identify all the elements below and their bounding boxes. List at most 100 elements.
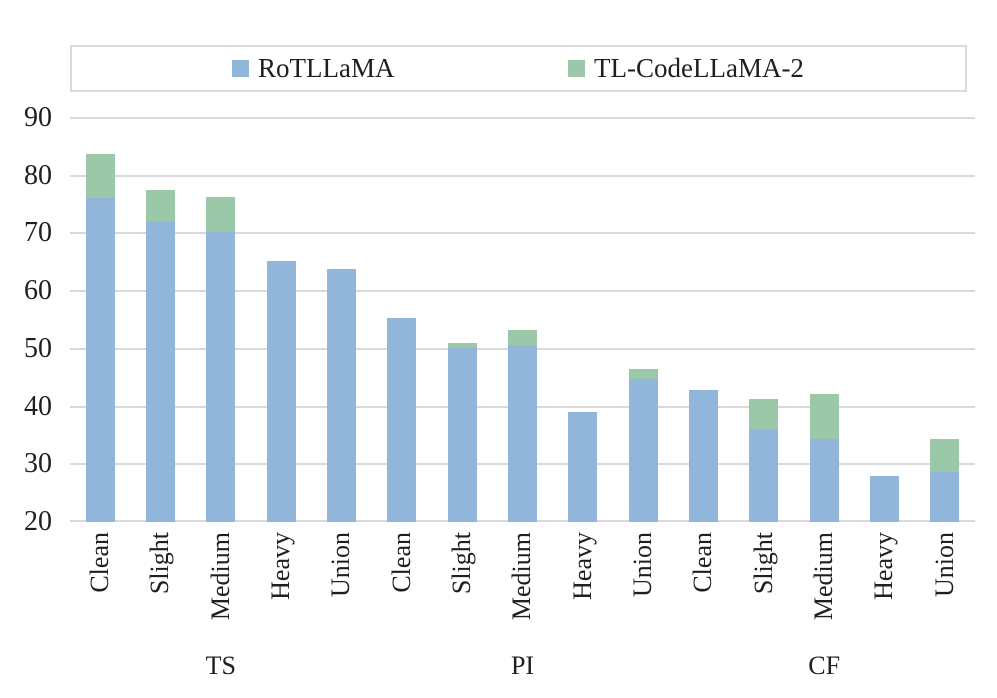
stacked-bar-union-14: [930, 439, 960, 522]
bar-slot: [613, 368, 673, 522]
x-tick-label-medium-2: Medium: [205, 532, 235, 621]
stacked-bar-heavy-3: [266, 260, 296, 522]
y-tick-label-50: 50: [24, 332, 52, 364]
segment-tl-codellama-2: [628, 368, 658, 380]
stacked-bar-slight-11: [749, 399, 779, 522]
segment-rotllama: [206, 231, 236, 522]
segment-rotllama: [930, 472, 960, 522]
bars: [70, 118, 975, 522]
segment-rotllama: [85, 197, 115, 522]
x-label-slot: Union: [613, 532, 673, 644]
legend: RoTLLaMA TL-CodeLLaMA-2: [70, 45, 967, 92]
segment-rotllama: [749, 428, 779, 522]
group-label-ts: TS: [205, 651, 236, 680]
legend-label-rotllama: RoTLLaMA: [258, 53, 395, 83]
x-label-slot: Slight: [130, 532, 190, 644]
segment-tl-codellama-2: [85, 154, 115, 198]
x-axis-group-labels: TS PI CF: [70, 648, 975, 684]
bar-slot: [734, 399, 794, 522]
x-tick-label-union-9: Union: [628, 532, 658, 597]
stacked-bar-heavy-8: [568, 412, 598, 522]
segment-rotllama: [628, 379, 658, 522]
gridline-90: [70, 117, 975, 119]
segment-tl-codellama-2: [447, 343, 477, 349]
segment-tl-codellama-2: [930, 439, 960, 473]
x-tick-label-medium-12: Medium: [809, 532, 839, 621]
x-tick-label-slight-11: Slight: [748, 532, 778, 595]
legend-item-rotllama: RoTLLaMA: [232, 47, 394, 90]
x-tick-label-medium-7: Medium: [507, 532, 537, 621]
stacked-bar-medium-12: [809, 393, 839, 522]
stacked-bar-union-4: [326, 269, 356, 522]
y-axis-tick-labels: 20 30 40 50 60 70 80 90: [0, 103, 52, 537]
x-tick-label-union-14: Union: [929, 532, 959, 597]
y-tick-label-40: 40: [24, 390, 52, 422]
bar-slot: [492, 329, 552, 522]
bar-slot: [311, 269, 371, 522]
x-label-slot: Heavy: [553, 532, 613, 644]
rotllama-swatch-icon: [232, 60, 249, 77]
segment-rotllama: [869, 475, 899, 522]
y-tick-label-20: 20: [24, 506, 52, 537]
bar-slot: [432, 343, 492, 522]
segment-tl-codellama-2: [206, 196, 236, 232]
x-tick-label-union-4: Union: [326, 532, 356, 597]
x-label-slot: Clean: [673, 532, 733, 644]
segment-rotllama: [145, 220, 175, 522]
stacked-bar-slight-1: [145, 189, 175, 522]
bar-slot: [854, 475, 914, 522]
bar-slot: [553, 412, 613, 522]
x-label-slot: Medium: [492, 532, 552, 644]
y-tick-label-70: 70: [24, 217, 52, 249]
stacked-bar-slight-6: [447, 343, 477, 522]
x-tick-label-heavy-3: Heavy: [266, 532, 296, 600]
x-label-slot: Union: [311, 532, 371, 644]
bar-slot: [130, 189, 190, 522]
y-tick-label-30: 30: [24, 448, 52, 480]
bar-slot: [794, 393, 854, 522]
plot-area: [70, 117, 975, 522]
x-label-slot: Clean: [372, 532, 432, 644]
bar-slot: [191, 196, 251, 522]
y-tick-label-80: 80: [24, 159, 52, 191]
segment-tl-codellama-2: [749, 399, 779, 429]
gridline-80: [70, 174, 975, 177]
x-tick-label-slight-1: Slight: [145, 532, 175, 595]
y-tick-label-60: 60: [24, 275, 52, 307]
stacked-bar-union-9: [628, 368, 658, 522]
segment-tl-codellama-2: [809, 393, 839, 440]
x-label-slot: Medium: [191, 532, 251, 644]
x-label-slot: Slight: [432, 532, 492, 644]
segment-rotllama: [326, 269, 356, 522]
stacked-bar-heavy-13: [869, 475, 899, 522]
x-tick-label-clean-10: Clean: [688, 532, 718, 593]
segment-rotllama: [809, 439, 839, 522]
x-tick-label-slight-6: Slight: [447, 532, 477, 595]
segment-tl-codellama-2: [507, 329, 537, 346]
x-tick-label-clean-0: Clean: [85, 532, 115, 593]
x-tick-label-heavy-8: Heavy: [567, 532, 597, 600]
bar-slot: [251, 260, 311, 522]
segment-rotllama: [688, 389, 718, 522]
group-label-cf: CF: [808, 651, 841, 680]
x-label-slot: Heavy: [251, 532, 311, 644]
gridline-70: [70, 232, 975, 235]
x-axis-category-labels: Clean Slight Medium Heavy Union Clean Slight Me…: [70, 532, 975, 644]
x-label-slot: Clean: [70, 532, 130, 644]
segment-tl-codellama-2: [145, 189, 175, 221]
x-label-slot: Union: [915, 532, 975, 644]
segment-rotllama: [568, 412, 598, 522]
tl-codellama-2-swatch-icon: [568, 60, 585, 77]
bar-slot: [673, 389, 733, 522]
bar-slot: [372, 318, 432, 522]
bar-slot: [70, 154, 130, 522]
segment-rotllama: [266, 260, 296, 522]
x-tick-label-heavy-13: Heavy: [869, 532, 899, 600]
gridline-60: [70, 290, 975, 293]
stacked-bar-medium-7: [507, 329, 537, 522]
legend-item-tl-codellama-2: TL-CodeLLaMA-2: [568, 47, 804, 90]
stacked-bar-clean-10: [688, 389, 718, 522]
stacked-bar-clean-0: [85, 154, 115, 522]
bar-slot: [915, 439, 975, 522]
